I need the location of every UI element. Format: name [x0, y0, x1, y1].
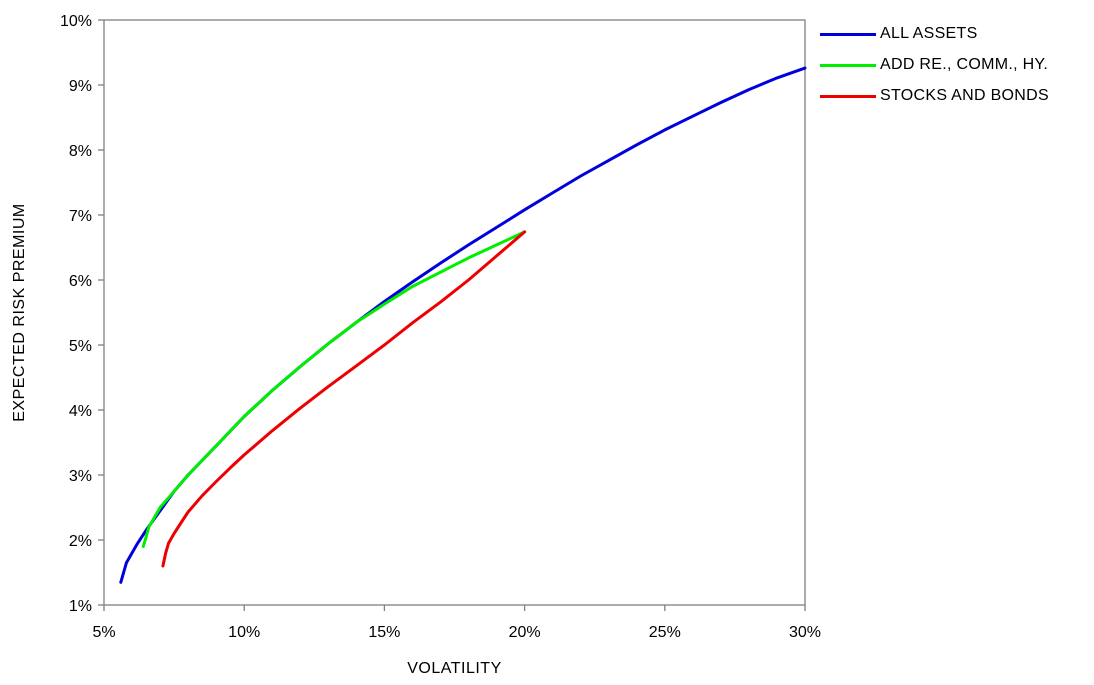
y-axis-label: EXPECTED RISK PREMIUM: [11, 203, 28, 422]
y-tick-label: 2%: [69, 533, 92, 550]
series-line-stocks-and-bonds: [161, 230, 527, 568]
y-tick-label: 5%: [69, 338, 92, 355]
y-tick-label: 6%: [69, 273, 92, 290]
legend-swatch: [820, 94, 876, 98]
y-tick-label: 10%: [60, 13, 92, 30]
legend: ALL ASSETS ADD RE., COMM., HY. STOCKS AND …: [820, 20, 1049, 113]
legend-item: ALL ASSETS: [820, 20, 1049, 48]
x-tick-label: 25%: [649, 624, 681, 641]
x-tick-label: 10%: [228, 624, 260, 641]
x-axis-label: VOLATILITY: [407, 660, 502, 677]
legend-label: ALL ASSETS: [880, 25, 978, 42]
legend-item: ADD RE., COMM., HY.: [820, 51, 1049, 79]
y-tick-label: 7%: [69, 208, 92, 225]
series-line-all-assets: [119, 66, 807, 584]
x-tick-label: 20%: [509, 624, 541, 641]
legend-item: STOCKS AND BONDS: [820, 82, 1049, 110]
legend-label: ADD RE., COMM., HY.: [880, 56, 1049, 73]
y-tick-label: 1%: [69, 598, 92, 615]
x-tick-label: 30%: [789, 624, 821, 641]
y-tick-label: 4%: [69, 403, 92, 420]
y-tick-label: 9%: [69, 78, 92, 95]
series-line-add-re-comm-hy: [141, 230, 527, 548]
x-axis: 5% 10% 15% 20% 25% 30%: [92, 605, 821, 641]
y-tick-label: 3%: [69, 468, 92, 485]
x-tick-label: 15%: [368, 624, 400, 641]
x-tick-label: 5%: [92, 624, 115, 641]
y-tick-label: 8%: [69, 143, 92, 160]
y-axis: 1% 2% 3% 4% 5% 6% 7% 8% 9% 10%: [60, 13, 104, 615]
series-lines: [119, 66, 807, 584]
legend-swatch: [820, 32, 876, 36]
legend-swatch: [820, 63, 876, 67]
plot-area: [103, 19, 806, 606]
legend-label: STOCKS AND BONDS: [880, 87, 1049, 104]
